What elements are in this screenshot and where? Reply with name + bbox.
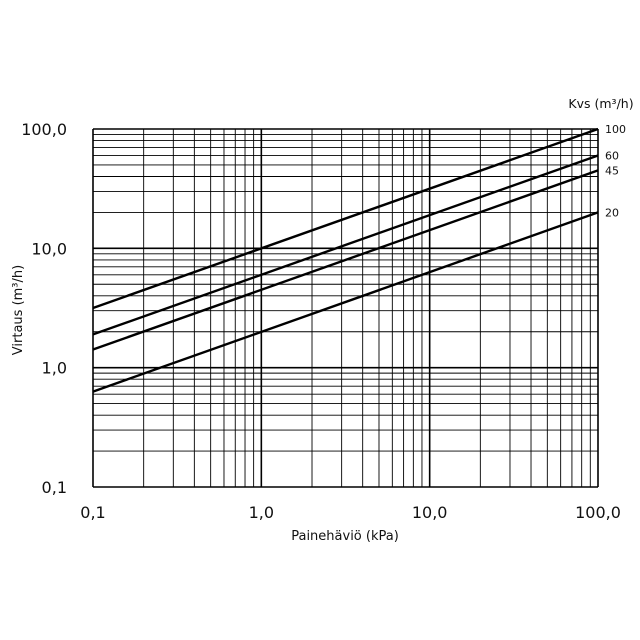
y-axis-title: Virtaus (m³/h): [11, 265, 26, 355]
series-line-kvs-60: [92, 154, 599, 336]
series-line-kvs-20: [92, 211, 599, 393]
x-tick-label: 100,0: [575, 503, 621, 522]
series-label-kvs-45: 45: [605, 164, 619, 177]
series-labels: 100 60 45 20: [605, 123, 626, 219]
y-tick-label: 1,0: [42, 359, 67, 378]
y-tick-label: 10,0: [31, 239, 67, 258]
tick-labels: 0,1 1,0 10,0 100,0 0,1 1,0 10,0 100,0: [21, 120, 621, 522]
major-grid: [92, 128, 599, 488]
x-tick-label: 10,0: [412, 503, 448, 522]
series-label-kvs-20: 20: [605, 206, 619, 219]
series-label-kvs-60: 60: [605, 149, 619, 162]
x-tick-label: 1,0: [249, 503, 274, 522]
x-tick-label: 0,1: [80, 503, 105, 522]
legend-title: Kvs (m³/h): [568, 96, 633, 111]
minor-grid: [93, 129, 598, 487]
y-tick-label: 100,0: [21, 120, 67, 139]
series-lines: [92, 127, 599, 393]
series-label-kvs-100: 100: [605, 123, 626, 136]
series-line-kvs-45: [92, 169, 599, 351]
y-tick-label: 0,1: [42, 478, 67, 497]
series-line-kvs-100: [92, 127, 599, 310]
x-axis-title: Painehäviö (kPa): [291, 529, 399, 544]
